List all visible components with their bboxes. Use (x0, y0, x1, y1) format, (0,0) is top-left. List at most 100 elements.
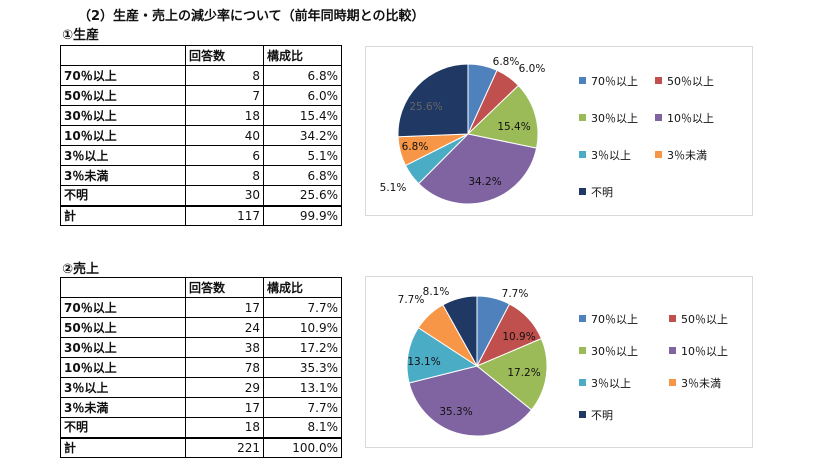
row-label: 3％以上 (60, 377, 186, 398)
total-ratio: 100.0% (263, 436, 342, 458)
table-row: 30％以上 18 15.4% (60, 105, 342, 126)
row-ratio: 34.2% (263, 125, 342, 146)
row-count: 8 (185, 65, 264, 86)
data-label: 35.3% (439, 406, 472, 418)
table-row: 50％以上 24 10.9% (60, 317, 342, 338)
table-row: 不明 30 25.6% (60, 185, 342, 206)
table-row: 10％以上 40 34.2% (60, 125, 342, 146)
legend-swatch (669, 379, 676, 386)
legend-label: 50％以上 (681, 313, 728, 326)
pie-slice (442, 295, 478, 368)
legend-swatch (579, 379, 586, 386)
pie-slice (476, 337, 548, 411)
data-label: 25.6% (409, 101, 442, 113)
row-label: 不明 (60, 185, 186, 206)
row-count: 38 (185, 337, 264, 358)
row-ratio: 7.7% (263, 397, 342, 418)
legend-label: 不明 (591, 409, 613, 422)
table-row: 3％未満 8 6.8% (60, 165, 342, 186)
table-header-cell (60, 277, 186, 298)
row-ratio: 6.8% (263, 165, 342, 186)
row-label: 不明 (60, 417, 186, 438)
row-label: 50％以上 (60, 317, 186, 338)
row-count: 17 (185, 397, 264, 418)
row-label: 50％以上 (60, 85, 186, 106)
table-total-row: 計 221 100.0% (60, 436, 342, 458)
pie-slice (466, 84, 539, 149)
table-row: 10％以上 78 35.3% (60, 357, 342, 378)
sales-table: 回答数 構成比 70％以上 17 7.7% 50％以上 24 10.9% 30％以上 38… (60, 277, 342, 458)
table-row: 50％以上 7 6.0% (60, 85, 342, 106)
row-count: 78 (185, 357, 264, 378)
section-title: （2）生産・売上の減少率について（前年同時期との比較） (78, 9, 425, 24)
legend-label: 3％未満 (681, 377, 721, 390)
row-label: 10％以上 (60, 125, 186, 146)
data-label: 13.1% (407, 356, 440, 368)
pie-slice (406, 327, 479, 384)
row-count: 6 (185, 145, 264, 166)
sales-pie-chart: 7.7% 10.9% 17.2% 35.3% 13.1% 7.7% 8.1% 70％以上 50％… (365, 276, 753, 448)
row-count: 7 (185, 85, 264, 106)
table-header-cell: 構成比 (263, 277, 342, 298)
pie-slice (417, 133, 538, 205)
table-row: 3％以上 6 5.1% (60, 145, 342, 166)
row-count: 29 (185, 377, 264, 398)
row-ratio: 17.2% (263, 337, 342, 358)
row-label: 3％未満 (60, 397, 186, 418)
row-label: 30％以上 (60, 337, 186, 358)
row-ratio: 7.7% (263, 297, 342, 318)
legend-swatch (579, 188, 586, 195)
legend-label: 3％未満 (667, 149, 707, 162)
row-count: 18 (185, 417, 264, 438)
table-header-cell: 回答数 (185, 277, 264, 298)
table-row: 3％以上 29 13.1% (60, 377, 342, 398)
table-header-row: 回答数 構成比 (60, 277, 342, 298)
row-ratio: 5.1% (263, 145, 342, 166)
row-ratio: 6.8% (263, 65, 342, 86)
sales-pie-svg: 7.7%10.9%17.2%35.3%13.1%7.7%8.1%70％以上 50％… (398, 286, 728, 437)
row-ratio: 8.1% (263, 417, 342, 438)
row-ratio: 10.9% (263, 317, 342, 338)
total-label: 計 (60, 436, 186, 458)
legend-label: 3％以上 (591, 377, 631, 390)
legend-label: 30％以上 (591, 345, 638, 358)
pie-slice (397, 63, 469, 138)
pie-slice (408, 365, 533, 437)
data-label: 6.8% (402, 141, 429, 153)
row-label: 30％以上 (60, 105, 186, 126)
row-label: 70％以上 (60, 297, 186, 318)
table-row: 70％以上 17 7.7% (60, 297, 342, 318)
legend-label: 70％以上 (591, 313, 638, 326)
table-header-cell: 回答数 (185, 45, 264, 66)
legend-swatch (655, 114, 662, 121)
data-label: 10.9% (502, 331, 535, 343)
production-table: 回答数 構成比 70％以上 8 6.8% 50％以上 7 6.0% 30％以上 18 15.… (60, 45, 342, 226)
row-count: 17 (185, 297, 264, 318)
legend-label: 10％以上 (681, 345, 728, 358)
row-ratio: 6.0% (263, 85, 342, 106)
data-label: 34.2% (468, 176, 501, 188)
row-count: 40 (185, 125, 264, 146)
legend-label: 3％以上 (591, 149, 631, 162)
legend-label: 不明 (591, 186, 613, 199)
legend-label: 30％以上 (591, 112, 638, 125)
data-label: 7.7% (398, 294, 425, 306)
data-label: 8.1% (423, 286, 450, 298)
data-label: 5.1% (380, 182, 407, 194)
row-count: 18 (185, 105, 264, 126)
row-count: 8 (185, 165, 264, 186)
legend-label: 70％以上 (591, 75, 638, 88)
row-ratio: 13.1% (263, 377, 342, 398)
legend-swatch (579, 114, 586, 121)
total-label: 計 (60, 204, 186, 226)
row-ratio: 35.3% (263, 357, 342, 378)
legend-swatch (669, 347, 676, 354)
table-row: 30％以上 38 17.2% (60, 337, 342, 358)
data-label: 6.8% (493, 56, 520, 68)
legend-swatch (579, 347, 586, 354)
legend-swatch (579, 151, 586, 158)
table-row: 不明 18 8.1% (60, 417, 342, 438)
table-header-cell (60, 45, 186, 66)
legend-swatch (579, 77, 586, 84)
legend-swatch (655, 77, 662, 84)
